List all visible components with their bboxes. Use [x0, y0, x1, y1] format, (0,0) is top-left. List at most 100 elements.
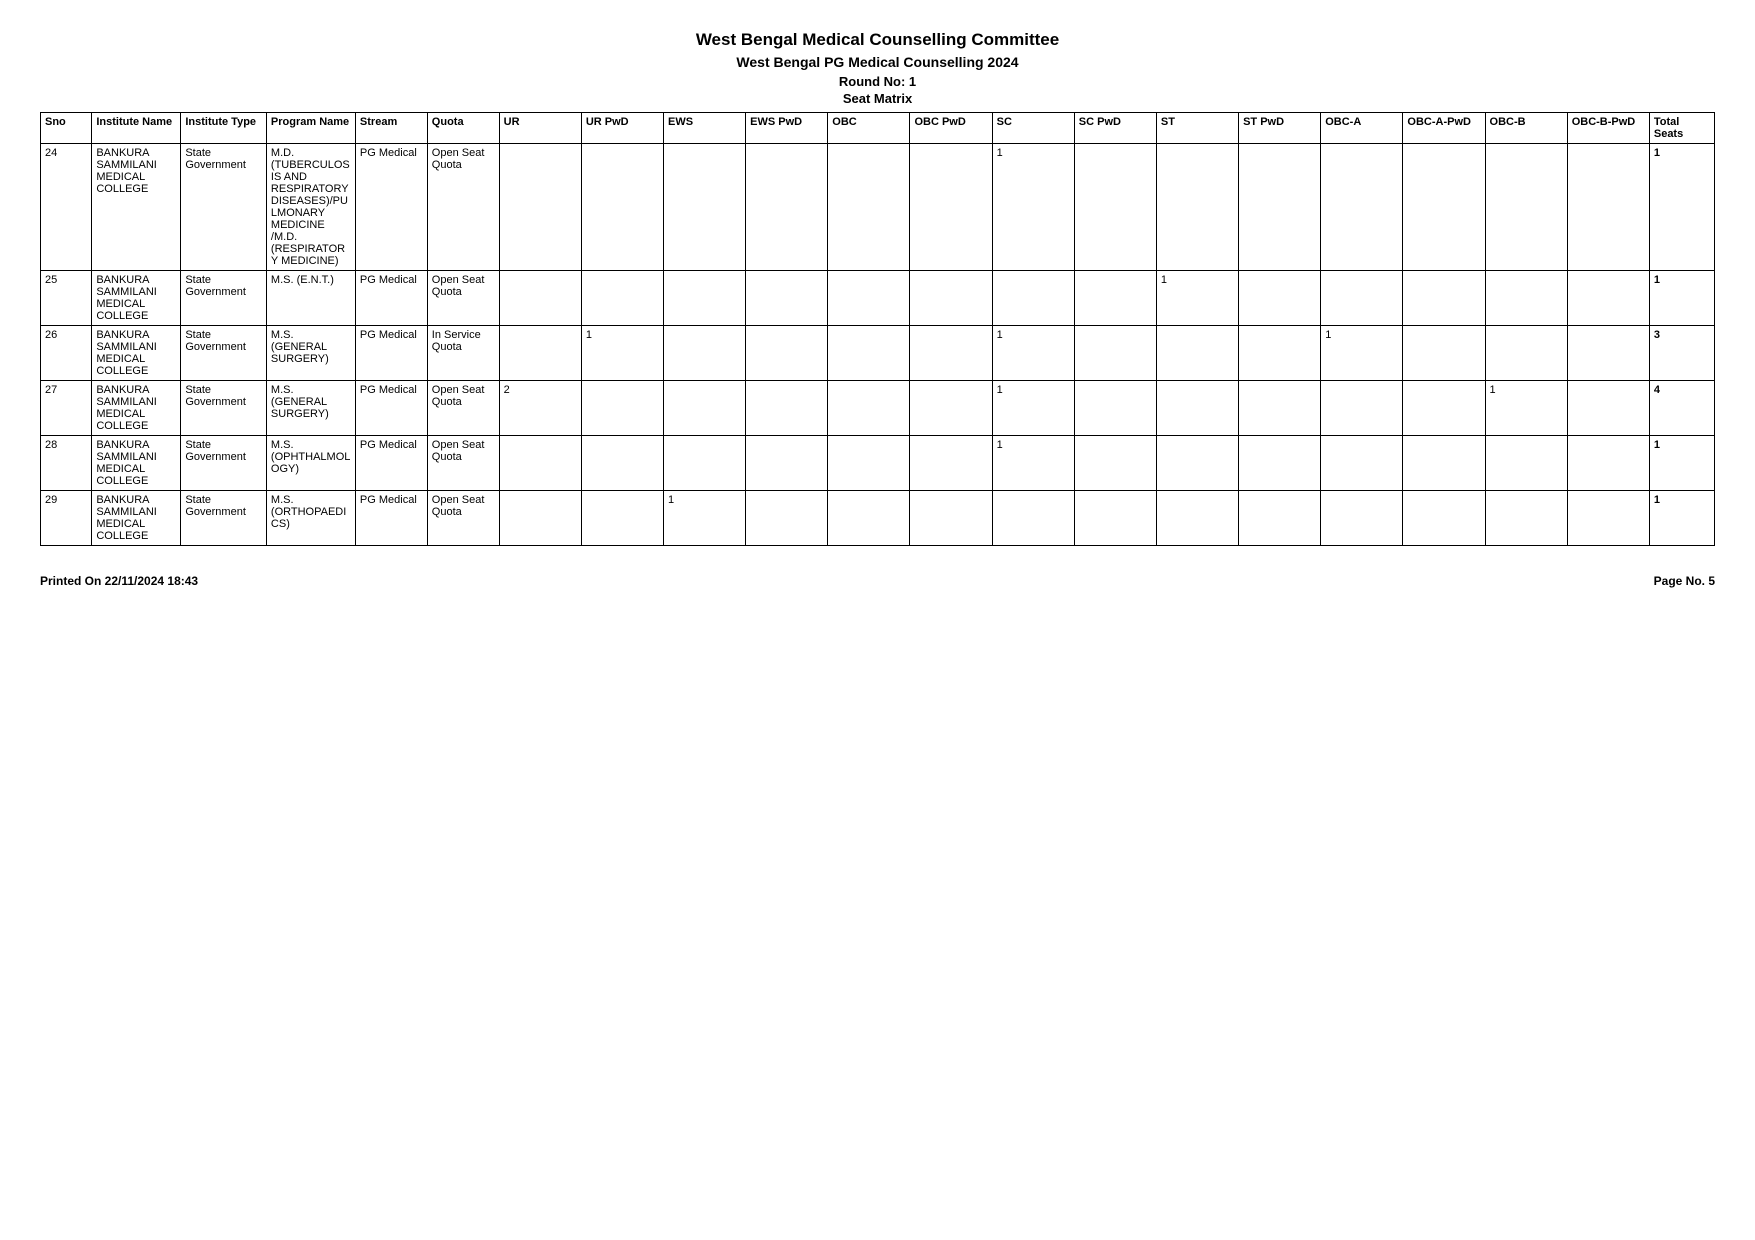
cell-value	[1074, 271, 1156, 326]
cell-value: 2	[499, 381, 581, 436]
cell-value: 1	[1156, 271, 1238, 326]
cell-value	[581, 144, 663, 271]
cell-value	[910, 491, 992, 546]
cell-value	[1485, 436, 1567, 491]
cell-institute: BANKURA SAMMILANI MEDICAL COLLEGE	[92, 271, 181, 326]
cell-stream: PG Medical	[355, 436, 427, 491]
cell-value	[910, 381, 992, 436]
cell-value	[746, 491, 828, 546]
cell-value	[1239, 144, 1321, 271]
cell-value	[1485, 491, 1567, 546]
cell-value	[828, 326, 910, 381]
cell-value	[581, 491, 663, 546]
cell-itype: State Government	[181, 381, 267, 436]
cell-value: 1	[992, 436, 1074, 491]
cell-value	[499, 144, 581, 271]
column-header: Total Seats	[1649, 113, 1714, 144]
page-footer: Printed On 22/11/2024 18:43 Page No. 5	[40, 574, 1715, 588]
cell-value	[1156, 436, 1238, 491]
seat-matrix-label: Seat Matrix	[40, 91, 1715, 106]
cell-value	[1567, 144, 1649, 271]
cell-value	[1567, 326, 1649, 381]
cell-value	[746, 381, 828, 436]
cell-sno: 27	[41, 381, 92, 436]
cell-value	[1567, 271, 1649, 326]
column-header: OBC-B-PwD	[1567, 113, 1649, 144]
cell-value	[746, 144, 828, 271]
cell-value	[910, 326, 992, 381]
cell-value	[1156, 491, 1238, 546]
cell-value	[1321, 436, 1403, 491]
table-row: 28BANKURA SAMMILANI MEDICAL COLLEGEState…	[41, 436, 1715, 491]
cell-value	[746, 326, 828, 381]
cell-sno: 24	[41, 144, 92, 271]
cell-value	[910, 436, 992, 491]
column-header: OBC PwD	[910, 113, 992, 144]
cell-sno: 28	[41, 436, 92, 491]
cell-sno: 29	[41, 491, 92, 546]
cell-institute: BANKURA SAMMILANI MEDICAL COLLEGE	[92, 381, 181, 436]
cell-value	[1156, 381, 1238, 436]
cell-value	[1485, 326, 1567, 381]
cell-value: 4	[1649, 381, 1714, 436]
cell-value	[1074, 326, 1156, 381]
cell-value	[581, 381, 663, 436]
printed-on: Printed On 22/11/2024 18:43	[40, 574, 198, 588]
cell-value	[1321, 144, 1403, 271]
cell-value: 3	[1649, 326, 1714, 381]
cell-value	[499, 436, 581, 491]
cell-value	[1567, 436, 1649, 491]
cell-value	[1567, 381, 1649, 436]
cell-value	[499, 326, 581, 381]
seat-matrix-table: SnoInstitute NameInstitute TypeProgram N…	[40, 112, 1715, 546]
cell-value: 1	[992, 381, 1074, 436]
cell-value	[1239, 326, 1321, 381]
cell-value	[1239, 271, 1321, 326]
cell-value	[1403, 144, 1485, 271]
cell-value	[1321, 271, 1403, 326]
cell-value	[746, 271, 828, 326]
cell-sno: 26	[41, 326, 92, 381]
table-row: 27BANKURA SAMMILANI MEDICAL COLLEGEState…	[41, 381, 1715, 436]
cell-value	[746, 436, 828, 491]
round-number: Round No: 1	[40, 74, 1715, 89]
cell-itype: State Government	[181, 271, 267, 326]
cell-itype: State Government	[181, 144, 267, 271]
column-header: ST PwD	[1239, 113, 1321, 144]
cell-program: M.S. (E.N.T.)	[266, 271, 355, 326]
cell-value	[581, 271, 663, 326]
cell-value	[663, 436, 745, 491]
cell-value	[663, 144, 745, 271]
cell-quota: Open Seat Quota	[427, 436, 499, 491]
cell-value	[828, 381, 910, 436]
column-header: Program Name	[266, 113, 355, 144]
column-header: SC	[992, 113, 1074, 144]
column-header: Institute Type	[181, 113, 267, 144]
cell-value	[1403, 491, 1485, 546]
cell-itype: State Government	[181, 436, 267, 491]
cell-value	[1485, 271, 1567, 326]
table-row: 29BANKURA SAMMILANI MEDICAL COLLEGEState…	[41, 491, 1715, 546]
cell-value: 1	[1321, 326, 1403, 381]
cell-quota: In Service Quota	[427, 326, 499, 381]
table-body: 24BANKURA SAMMILANI MEDICAL COLLEGEState…	[41, 144, 1715, 546]
cell-institute: BANKURA SAMMILANI MEDICAL COLLEGE	[92, 144, 181, 271]
cell-value: 1	[1649, 436, 1714, 491]
cell-value	[1321, 491, 1403, 546]
cell-quota: Open Seat Quota	[427, 491, 499, 546]
cell-value	[1403, 326, 1485, 381]
cell-value: 1	[992, 326, 1074, 381]
cell-quota: Open Seat Quota	[427, 381, 499, 436]
cell-stream: PG Medical	[355, 271, 427, 326]
cell-itype: State Government	[181, 326, 267, 381]
cell-value	[663, 326, 745, 381]
cell-stream: PG Medical	[355, 326, 427, 381]
column-header: OBC	[828, 113, 910, 144]
cell-value	[1403, 436, 1485, 491]
counselling-subtitle: West Bengal PG Medical Counselling 2024	[40, 54, 1715, 70]
cell-institute: BANKURA SAMMILANI MEDICAL COLLEGE	[92, 326, 181, 381]
cell-value	[1156, 326, 1238, 381]
cell-value: 1	[992, 144, 1074, 271]
cell-stream: PG Medical	[355, 144, 427, 271]
cell-value	[499, 491, 581, 546]
